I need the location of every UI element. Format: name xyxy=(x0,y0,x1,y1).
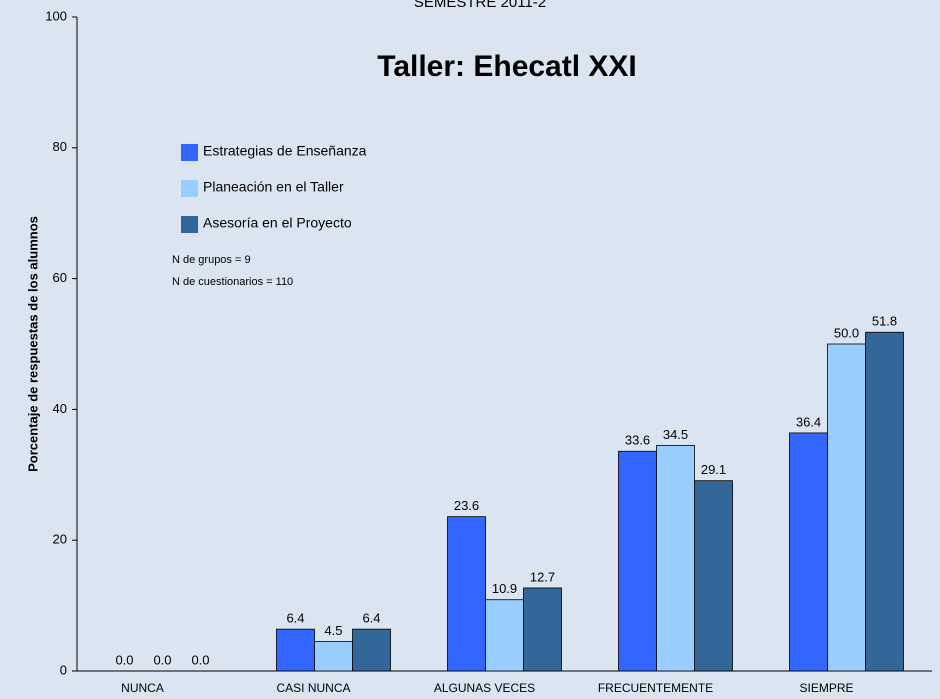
legend-swatch xyxy=(181,144,198,161)
data-label: 29.1 xyxy=(701,462,726,477)
bar xyxy=(447,516,486,672)
note: N de grupos = 9 xyxy=(172,254,251,266)
y-tick-label: 80 xyxy=(53,139,67,154)
legend-label: Planeación en el Taller xyxy=(203,179,344,195)
bar xyxy=(618,450,657,672)
bar xyxy=(827,343,866,672)
bar xyxy=(485,599,524,672)
data-label: 34.5 xyxy=(663,427,688,442)
data-label: 50.0 xyxy=(834,325,859,340)
bar xyxy=(314,641,353,672)
legend-label: Asesoría en el Proyecto xyxy=(203,215,352,231)
data-label: 36.4 xyxy=(796,414,821,429)
data-label: 51.8 xyxy=(872,314,897,329)
legend-swatch xyxy=(181,180,198,197)
data-label: 6.4 xyxy=(286,611,304,626)
y-tick-label: 0 xyxy=(60,662,67,677)
data-label: 23.6 xyxy=(454,498,479,513)
bar xyxy=(352,628,391,672)
data-label: 4.5 xyxy=(324,623,342,638)
x-tick-label: CASI NUNCA xyxy=(276,681,350,695)
chart-subtitle: SEMESTRE 2011-2 xyxy=(414,0,546,11)
note: N de cuestionarios = 110 xyxy=(172,276,293,288)
x-tick-label: SIEMPRE xyxy=(799,681,853,695)
y-tick-label: 100 xyxy=(45,8,67,23)
data-label: 33.6 xyxy=(625,433,650,448)
x-tick-label: FRECUENTEMENTE xyxy=(598,681,713,695)
y-axis-label: Porcentaje de respuestas de los alumnos xyxy=(25,216,40,472)
bar xyxy=(865,331,904,672)
data-label: 0.0 xyxy=(153,652,171,667)
bar xyxy=(789,432,828,672)
data-label: 0.0 xyxy=(115,652,133,667)
data-label: 6.4 xyxy=(362,611,380,626)
data-label: 0.0 xyxy=(191,652,209,667)
y-tick-label: 20 xyxy=(53,532,67,547)
bar xyxy=(276,628,315,672)
bar xyxy=(694,480,733,672)
x-tick-label: NUNCA xyxy=(121,681,164,695)
y-tick-label: 60 xyxy=(53,270,67,285)
chart-title: Taller: Ehecatl XXI xyxy=(377,50,637,83)
bar xyxy=(523,587,562,672)
legend-label: Estrategias de Enseñanza xyxy=(203,143,367,159)
x-tick-label: ALGUNAS VECES xyxy=(434,681,535,695)
legend-swatch xyxy=(181,216,198,233)
bar xyxy=(656,444,695,672)
data-label: 12.7 xyxy=(530,569,555,584)
data-label: 10.9 xyxy=(492,581,517,596)
y-tick-label: 40 xyxy=(53,401,67,416)
